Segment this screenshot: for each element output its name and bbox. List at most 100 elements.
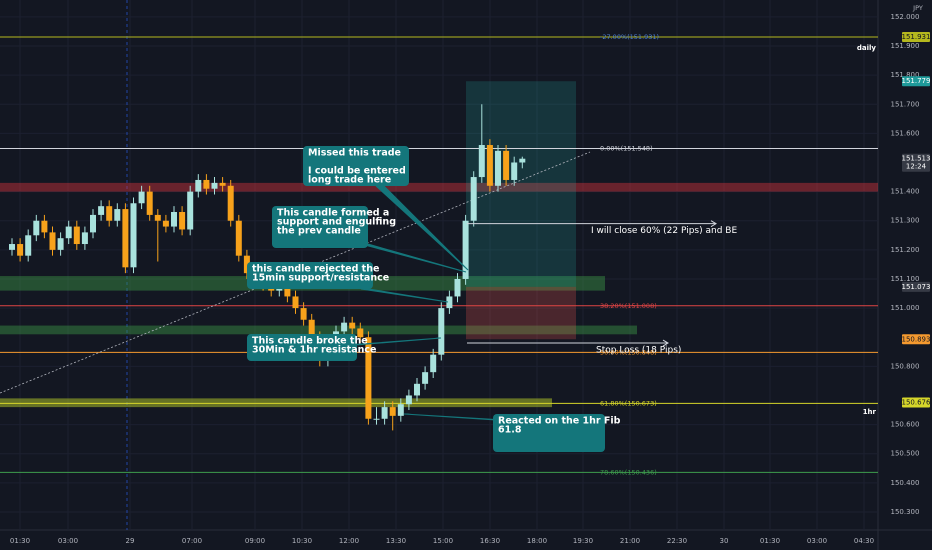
candle-body [195, 179, 202, 192]
currency-label: JPY [912, 4, 923, 12]
arrow-head [710, 220, 717, 228]
candle-body [243, 255, 250, 274]
candle-body [422, 372, 429, 384]
y-tick-label: 150.500 [891, 450, 920, 458]
y-tick-label: 151.700 [891, 100, 920, 108]
callout-text: 15min support/resistance [252, 273, 389, 284]
callout-text: I could be entered [308, 166, 406, 177]
candle-body [414, 383, 420, 396]
candle-body [219, 182, 226, 186]
candle-body [41, 220, 48, 233]
candle-body [357, 328, 364, 338]
callout-pointer [360, 288, 449, 303]
candle-body [235, 220, 242, 256]
x-tick-label: 09:00 [245, 537, 265, 545]
candle-body [57, 238, 64, 250]
price-label: 151.931 [902, 33, 931, 41]
fib-label: 61.80%(150.673) [600, 399, 657, 407]
callout-box [247, 334, 357, 361]
candle-body [454, 278, 461, 297]
fib-label: -27.00%(151.931) [600, 33, 659, 41]
price-label: 151.073 [902, 283, 931, 291]
arrow-note: I will close 60% (22 Pips) and BE [591, 226, 737, 236]
candle-body [211, 182, 218, 189]
candle-body [98, 206, 105, 215]
x-tick-label: 15:00 [433, 537, 453, 545]
candle-body [171, 212, 177, 227]
x-tick-label: 30 [720, 537, 729, 545]
fib-label: 78.60%(150.436) [600, 468, 657, 476]
y-tick-label: 152.000 [891, 13, 920, 21]
y-tick-label: 150.800 [891, 362, 920, 370]
candle-body [381, 407, 388, 419]
candle-body [106, 206, 113, 221]
candle-body [462, 220, 469, 279]
y-tick-label: 151.000 [891, 304, 920, 312]
price-label: 150.676 [902, 398, 931, 406]
candle-body [90, 214, 96, 233]
x-tick-label: 16:30 [480, 537, 500, 545]
price-label: 151.513 [902, 155, 931, 163]
timeframe-label: daily [857, 44, 877, 52]
y-tick-label: 151.600 [891, 129, 920, 137]
x-tick-label: 04:30 [854, 537, 874, 545]
callout-box [493, 414, 605, 452]
callout-box [272, 206, 368, 248]
callout-text: Missed this trade [308, 148, 401, 159]
x-tick-label: 01:30 [760, 537, 780, 545]
callout-text: This candle formed a [277, 208, 389, 219]
fib-label: 50.00%(150.848) [600, 348, 657, 356]
price-label: 151.779 [902, 77, 931, 85]
sr-zone [0, 182, 878, 192]
candle-body [33, 220, 40, 236]
x-tick-label: 07:00 [182, 537, 202, 545]
callout-pointer [345, 239, 467, 273]
candle-body [478, 145, 485, 178]
candle-body [187, 191, 194, 230]
callout-text: long trade here [308, 175, 391, 186]
candle-body [519, 158, 526, 163]
candle-body [308, 319, 315, 338]
price-label: 150.893 [902, 335, 931, 343]
x-tick-label: 13:30 [386, 537, 406, 545]
price-label-box [902, 334, 930, 345]
candle-body [486, 145, 493, 186]
x-tick-label: 10:30 [292, 537, 312, 545]
price-label-box [902, 31, 930, 42]
candle-body [373, 418, 380, 420]
sr-zone [0, 398, 552, 408]
callout-pointer [375, 185, 469, 271]
y-tick-label: 151.400 [891, 188, 920, 196]
candle-body [341, 322, 348, 332]
callout-box [303, 146, 409, 186]
x-tick-label: 03:00 [807, 537, 827, 545]
y-tick-label: 150.600 [891, 421, 920, 429]
candle-body [179, 212, 186, 230]
candle-body [495, 150, 501, 186]
price-label-box [902, 76, 930, 87]
candle-body [114, 209, 121, 221]
y-tick-label: 150.400 [891, 479, 920, 487]
candle-body [511, 162, 518, 180]
candle-body [146, 191, 153, 215]
candle-body [130, 203, 137, 268]
callout-text: 61.8 [498, 425, 522, 436]
y-tick-label: 151.900 [891, 42, 920, 50]
candle-body [49, 232, 56, 250]
callout-pointer [347, 337, 442, 346]
profit-zone [466, 81, 576, 287]
candle-body [81, 232, 88, 245]
candle-body [25, 235, 32, 256]
candle-body [17, 244, 24, 256]
price-label-box [902, 397, 930, 408]
y-tick-label: 151.200 [891, 246, 920, 254]
y-tick-label: 150.300 [891, 508, 920, 516]
candle-body [389, 407, 396, 416]
candle-body [292, 296, 299, 309]
candle-body [162, 220, 169, 227]
x-tick-label: 12:00 [339, 537, 359, 545]
x-tick-label: 22:30 [667, 537, 687, 545]
callout-text: 30Min & 1hr resistance [252, 345, 376, 356]
candle-body [203, 179, 210, 189]
